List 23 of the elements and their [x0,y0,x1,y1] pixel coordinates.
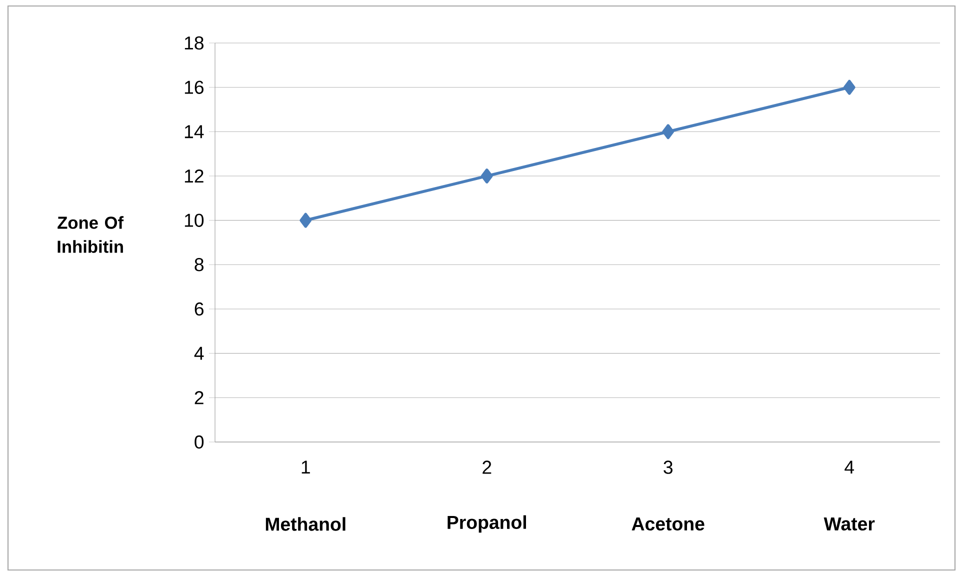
y-axis-title: Zone Of Inhibitin [58,216,124,253]
y-tick-label: 4 [194,346,204,360]
x-tick-label: 2 [482,460,492,474]
y-tick-label: 12 [184,169,204,183]
text: Methanol [266,517,346,531]
y-tick-label: 6 [194,302,204,316]
y-tick-label: 8 [194,258,204,272]
point [300,212,312,228]
text: Acetone [632,517,704,531]
x-tick-label: 1 [302,460,310,474]
point [480,168,493,184]
text: Water [824,517,875,531]
y-tick-label: 18 [184,36,204,50]
text: Propanol [448,515,526,533]
y-tick-label: 0 [194,435,204,449]
y-tick-label: 10 [184,214,204,227]
point [843,80,856,95]
x-tick-label: 3 [664,460,672,474]
point [662,124,674,140]
y-tick-label: 2 [194,391,204,404]
x-tick-label: 4 [844,460,854,474]
y-tick-label: 14 [184,125,204,138]
y-tick-label: 16 [184,80,204,94]
